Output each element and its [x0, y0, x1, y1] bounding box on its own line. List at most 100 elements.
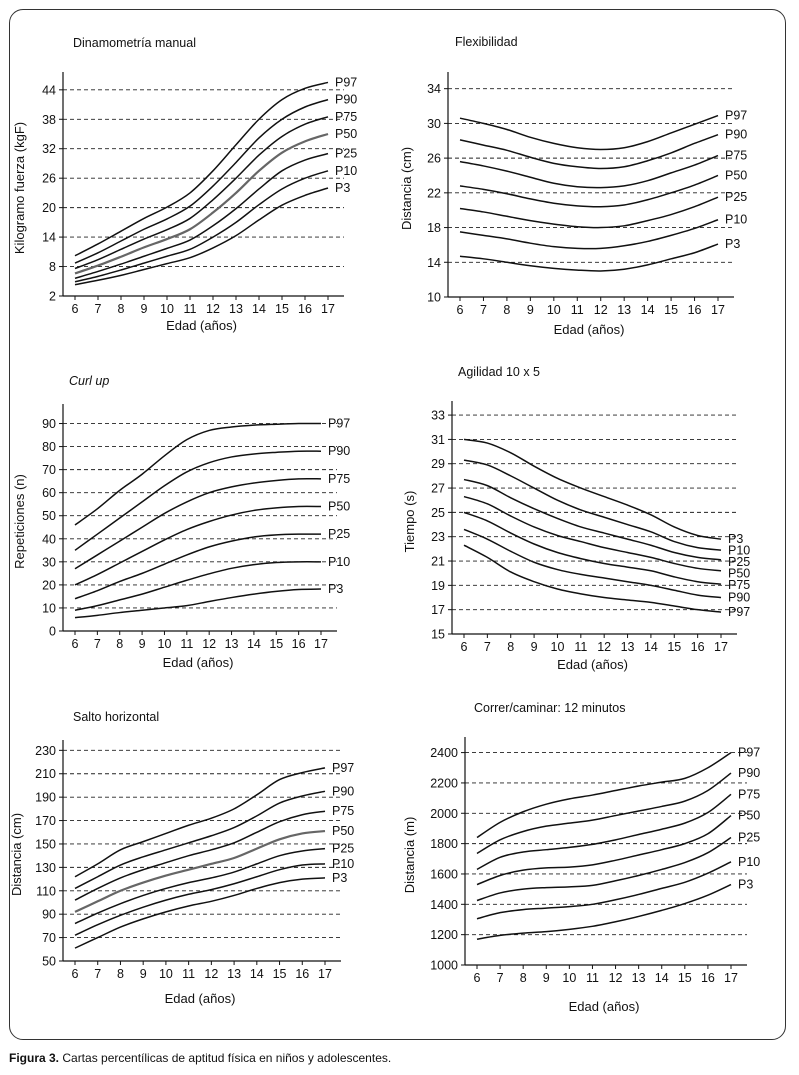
- y-tick-label: 17: [431, 603, 445, 617]
- y-tick-label: 18: [427, 221, 441, 235]
- series-label-p75: P75: [328, 472, 350, 486]
- series-label-p90: P90: [328, 444, 350, 458]
- series-line-p90: [74, 450, 322, 551]
- series-line-p90: [463, 528, 722, 599]
- series-line-p3: [74, 877, 326, 949]
- y-tick-label: 29: [431, 457, 445, 471]
- series-line-p10: [74, 863, 326, 936]
- y-tick-label: 33: [431, 409, 445, 423]
- x-tick-label: 8: [116, 637, 123, 651]
- y-tick-label: 30: [427, 117, 441, 131]
- x-tick-label: 17: [321, 302, 335, 316]
- series-line-p10: [463, 459, 722, 551]
- y-tick-label: 1000: [430, 959, 458, 973]
- series-line-p3: [74, 187, 329, 286]
- series-line-p25: [476, 836, 732, 902]
- x-tick-label: 16: [295, 967, 309, 981]
- x-tick-label: 10: [547, 303, 561, 317]
- x-tick-label: 15: [273, 967, 287, 981]
- y-tick-label: 90: [42, 908, 56, 922]
- x-tick-label: 11: [184, 302, 197, 316]
- series-label-p97: P97: [335, 75, 357, 89]
- series-label-p10: P10: [335, 164, 357, 178]
- series-line-p50: [74, 829, 326, 913]
- x-tick-label: 11: [180, 637, 193, 651]
- x-tick-label: 9: [141, 302, 148, 316]
- y-tick-label: 26: [427, 152, 441, 166]
- x-axis-label: Edad (años): [554, 322, 625, 337]
- series-label-p25: P25: [328, 527, 350, 541]
- series-line-p10: [74, 170, 329, 283]
- series-line-p75: [463, 511, 722, 585]
- y-tick-label: 32: [42, 142, 56, 156]
- series-label-p25: P25: [335, 147, 357, 161]
- series-line-p97: [74, 81, 329, 257]
- y-tick-label: 2400: [430, 746, 458, 760]
- series-line-p97: [459, 114, 719, 151]
- x-tick-label: 7: [94, 637, 101, 651]
- chart-salto-horizontal: Salto horizontal 50 70 90 110 130 150 170 190 210…: [9, 710, 354, 1006]
- chart-title: Correr/caminar: 12 minutos: [474, 701, 625, 715]
- x-tick-label: 6: [457, 303, 464, 317]
- y-tick-label: 38: [42, 113, 56, 127]
- y-axis-label: Distancia (m): [402, 817, 417, 894]
- series-label-p10: P10: [738, 855, 760, 869]
- x-tick-label: 17: [711, 303, 725, 317]
- series-line-p10: [74, 561, 322, 611]
- series-line-p75: [74, 810, 326, 901]
- chart-title: Curl up: [69, 374, 109, 388]
- x-tick-label: 11: [574, 640, 587, 654]
- x-axis-label: Edad (años): [166, 318, 237, 333]
- x-tick-label: 17: [714, 640, 728, 654]
- y-tick-label: 21: [431, 555, 445, 569]
- x-tick-label: 10: [160, 302, 174, 316]
- series-label-p3: P3: [332, 871, 347, 885]
- chart-correr-caminar: Correr/caminar: 12 minutos 1000 1200 1400 16…: [402, 701, 760, 1014]
- series-label-p50: P50: [332, 824, 354, 838]
- x-tick-label: 6: [72, 302, 79, 316]
- series-label-p10: P10: [332, 857, 354, 871]
- y-tick-label: 190: [35, 791, 56, 805]
- series-line-p3: [463, 438, 722, 540]
- x-tick-label: 13: [225, 637, 239, 651]
- x-tick-label: 12: [206, 302, 220, 316]
- y-tick-label: 150: [35, 837, 56, 851]
- chart-curl-up: Curl up 0 10 20 30 40 50 60 70 80 90 6 7 8 9 10 11 12 13 14…: [12, 374, 350, 670]
- series-line-p25: [74, 847, 326, 925]
- x-tick-label: 16: [298, 302, 312, 316]
- x-tick-label: 6: [72, 637, 79, 651]
- series-line-p3: [74, 588, 322, 619]
- series-label-p50: P50: [725, 168, 747, 182]
- y-tick-label: 70: [42, 931, 56, 945]
- series-line-p90: [476, 772, 732, 855]
- y-tick-label: 130: [35, 861, 56, 875]
- x-tick-label: 7: [497, 971, 504, 985]
- caption-text: Cartas percentílicas de aptitud física e…: [59, 1051, 392, 1065]
- x-tick-label: 15: [269, 637, 283, 651]
- series-line-p97: [74, 767, 326, 878]
- y-tick-label: 20: [42, 578, 56, 592]
- series-line-p50: [74, 132, 329, 275]
- x-tick-label: 8: [507, 640, 514, 654]
- y-tick-label: 110: [36, 884, 56, 898]
- x-tick-label: 16: [688, 303, 702, 317]
- x-tick-label: 6: [461, 640, 468, 654]
- series-label-p10: P10: [328, 555, 350, 569]
- y-axis-label: Tiempo (s): [402, 491, 417, 553]
- figure-frame: [9, 9, 786, 1040]
- series-label-p90: P90: [332, 784, 354, 798]
- y-tick-label: 15: [431, 628, 445, 642]
- series-label-p3: P3: [738, 878, 753, 892]
- x-tick-label: 14: [644, 640, 658, 654]
- series-label-p97: P97: [738, 746, 760, 760]
- series-line-p10: [459, 219, 719, 250]
- y-tick-label: 20: [42, 201, 56, 215]
- series-line-p90: [459, 133, 719, 170]
- series-label-p50: P50: [738, 809, 760, 823]
- y-tick-label: 40: [42, 532, 56, 546]
- x-tick-label: 14: [252, 302, 266, 316]
- series-line-p50: [459, 174, 719, 208]
- y-tick-label: 50: [42, 955, 56, 969]
- y-axis-label: Distancia (cm): [9, 813, 24, 896]
- series-line-p97: [74, 422, 322, 526]
